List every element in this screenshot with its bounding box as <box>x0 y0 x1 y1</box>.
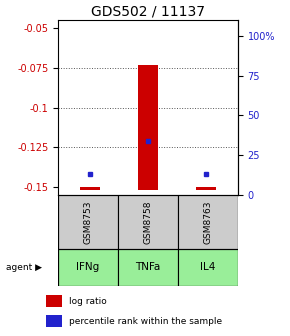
Bar <box>138 65 158 190</box>
Text: GSM8753: GSM8753 <box>84 200 93 244</box>
Bar <box>58 195 118 249</box>
Text: percentile rank within the sample: percentile rank within the sample <box>68 317 222 326</box>
Bar <box>118 195 178 249</box>
Text: IL4: IL4 <box>200 262 215 272</box>
Bar <box>118 249 178 286</box>
Bar <box>58 249 118 286</box>
Title: GDS502 / 11137: GDS502 / 11137 <box>91 5 205 19</box>
Text: TNFa: TNFa <box>135 262 161 272</box>
Text: GSM8763: GSM8763 <box>203 200 212 244</box>
Bar <box>178 195 238 249</box>
Bar <box>46 315 62 327</box>
Bar <box>196 187 216 190</box>
Text: GSM8758: GSM8758 <box>143 200 153 244</box>
Bar <box>178 249 238 286</box>
Bar <box>80 187 100 190</box>
Bar <box>46 295 62 307</box>
Text: agent ▶: agent ▶ <box>6 263 42 271</box>
Text: log ratio: log ratio <box>68 297 106 306</box>
Text: IFNg: IFNg <box>76 262 99 272</box>
